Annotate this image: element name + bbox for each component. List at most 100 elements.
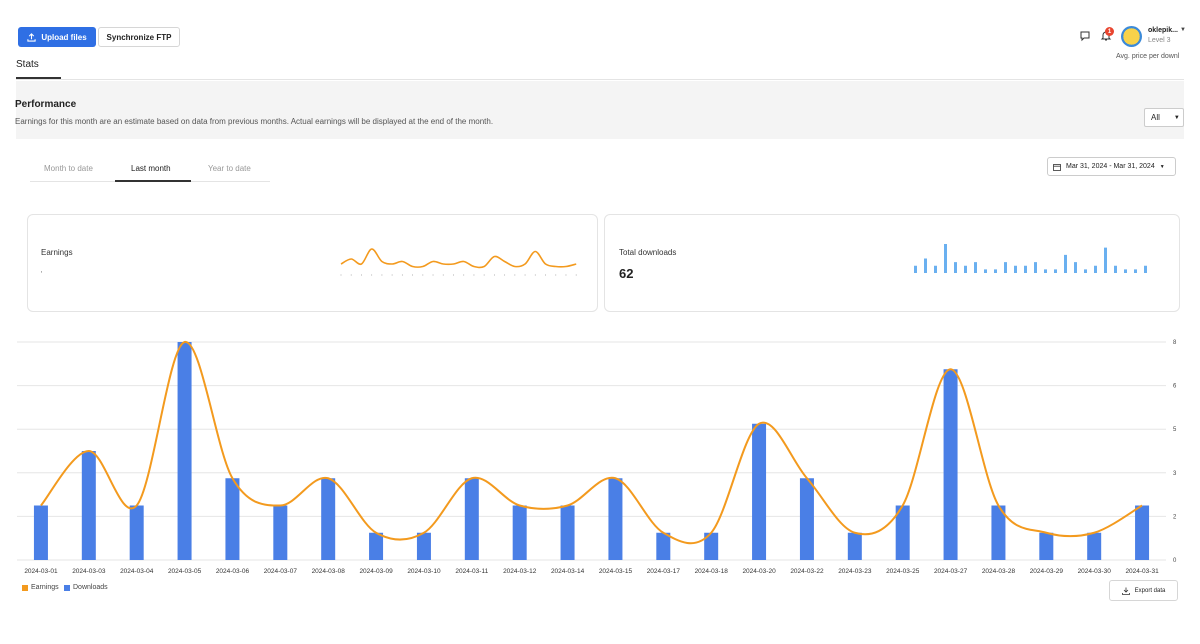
date-range-picker[interactable]: Mar 31, 2024 - Mar 31, 2024 ▼ [1047, 157, 1176, 176]
x-tick-label: 2024-03-18 [695, 568, 729, 575]
chevron-down-icon[interactable]: ▼ [1180, 27, 1186, 33]
line-earnings [40, 341, 1143, 545]
y-tick-label: 6 [1173, 384, 1177, 390]
x-tick-label: 2024-03-11 [455, 568, 488, 575]
earnings-card-value: ‚ [41, 268, 43, 274]
sparkline-bar-downloads [914, 265, 917, 273]
bar-downloads [560, 505, 575, 560]
x-tick-label: 2024-03-07 [264, 568, 298, 575]
x-tick-label: 2024-03-29 [1030, 568, 1064, 575]
x-tick-label: 2024-03-05 [168, 568, 202, 575]
bar-downloads [1135, 505, 1150, 560]
synchronize-ftp-label: Synchronize FTP [106, 32, 172, 42]
x-tick-label: 2024-03-30 [1078, 568, 1112, 575]
sparkline-earnings [340, 248, 577, 269]
legend-downloads[interactable]: Downloads [64, 584, 108, 591]
upload-files-button[interactable]: Upload files [18, 27, 96, 47]
sparkline-bar-downloads [994, 269, 997, 273]
bar-downloads [847, 532, 862, 560]
earnings-card: Earnings ‚ [27, 214, 598, 312]
sparkline-bar-downloads [1064, 254, 1067, 273]
earnings-downloads-chart: 0 2 3 5 6 8 2024-03-01 2024-03-03 2024-03-04 2024… [17, 340, 1177, 575]
x-tick-label: 2024-03-14 [551, 568, 585, 575]
notification-badge: 1 [1105, 27, 1114, 36]
legend-downloads-label: Downloads [73, 584, 108, 591]
tab-last-month[interactable]: Last month [131, 164, 171, 173]
sparkline-bar-downloads [924, 258, 927, 273]
x-tick-label: 2024-03-22 [790, 568, 824, 575]
bar-downloads [81, 451, 96, 560]
sparkline-bar-downloads [1034, 262, 1037, 273]
sparkline-bar-downloads [934, 265, 937, 273]
date-range-value: Mar 31, 2024 - Mar 31, 2024 [1066, 163, 1155, 170]
performance-note: Earnings for this month are an estimate … [15, 117, 494, 126]
bar-downloads [752, 423, 767, 560]
y-tick-label: 8 [1173, 340, 1177, 346]
x-tick-label: 2024-03-01 [24, 568, 58, 575]
tab-month-to-date[interactable]: Month to date [44, 164, 93, 173]
legend-downloads-swatch [64, 584, 70, 591]
legend-earnings-swatch [22, 584, 28, 591]
sparkline-bar-downloads [954, 262, 957, 273]
bar-downloads [225, 478, 240, 560]
export-data-label: Export data [1134, 587, 1166, 594]
bar-downloads [129, 505, 144, 560]
sparkline-bar-downloads [984, 269, 987, 273]
bar-downloads [369, 532, 384, 560]
sparkline-bar-downloads [1004, 262, 1007, 273]
legend-earnings[interactable]: Earnings [22, 584, 59, 591]
y-tick-label: 0 [1173, 558, 1177, 564]
x-tick-label: 2024-03-31 [1125, 568, 1159, 575]
y-tick-label: 3 [1173, 471, 1177, 477]
bar-downloads [943, 369, 958, 560]
x-tick-label: 2024-03-15 [599, 568, 633, 575]
synchronize-ftp-button[interactable]: Synchronize FTP [98, 27, 180, 47]
upload-icon [27, 32, 36, 42]
bar-downloads [321, 478, 336, 560]
download-icon [1121, 587, 1130, 595]
y-tick-label: 5 [1173, 427, 1177, 433]
avatar[interactable] [1121, 26, 1142, 47]
bar-downloads [177, 342, 192, 560]
x-tick-label: 2024-03-27 [934, 568, 968, 575]
caret-down-icon: ▼ [1173, 114, 1180, 121]
bar-downloads [33, 505, 48, 560]
sparkline-bar-downloads [964, 265, 967, 273]
x-tick-label: 2024-03-10 [407, 568, 441, 575]
sparkline-bar-downloads [1084, 269, 1087, 273]
sparkline-bar-downloads [1074, 262, 1077, 273]
sparkline-bar-downloads [1144, 265, 1147, 273]
x-tick-label: 2024-03-28 [982, 568, 1016, 575]
bar-downloads [704, 532, 719, 560]
bar-downloads [895, 505, 910, 560]
x-tick-label: 2024-03-23 [838, 568, 872, 575]
period-tab-indicator [115, 180, 191, 182]
performance-filter-select[interactable]: All ▼ [1144, 108, 1184, 127]
user-name[interactable]: oklepik... [1148, 27, 1178, 34]
x-tick-label: 2024-03-12 [503, 568, 537, 575]
calendar-icon [1053, 163, 1061, 171]
user-level: Level 3 [1148, 37, 1171, 44]
x-tick-label: 2024-03-25 [886, 568, 920, 575]
legend-earnings-label: Earnings [31, 584, 59, 591]
sparkline-bar-downloads [1114, 265, 1117, 273]
downloads-sparkline [914, 244, 1147, 273]
chat-icon[interactable] [1079, 30, 1091, 42]
performance-filter-value: All [1151, 113, 1160, 122]
bar-downloads [1087, 532, 1102, 560]
bar-downloads [464, 478, 479, 560]
sparkline-bar-downloads [1104, 247, 1107, 273]
bar-downloads [273, 505, 288, 560]
tab-stats[interactable]: Stats [16, 59, 39, 70]
upload-files-label: Upload files [41, 32, 87, 42]
export-data-button[interactable]: Export data [1109, 580, 1178, 601]
tab-stats-indicator [16, 77, 61, 79]
downloads-card: Total downloads 62 [604, 214, 1180, 312]
bar-downloads [799, 478, 814, 560]
x-tick-label: 2024-03-09 [359, 568, 393, 575]
bar-downloads [1039, 532, 1054, 560]
sparkline-bar-downloads [1044, 269, 1047, 273]
sparkline-bar-downloads [944, 244, 947, 273]
performance-title: Performance [15, 99, 77, 110]
tab-year-to-date[interactable]: Year to date [208, 164, 251, 173]
